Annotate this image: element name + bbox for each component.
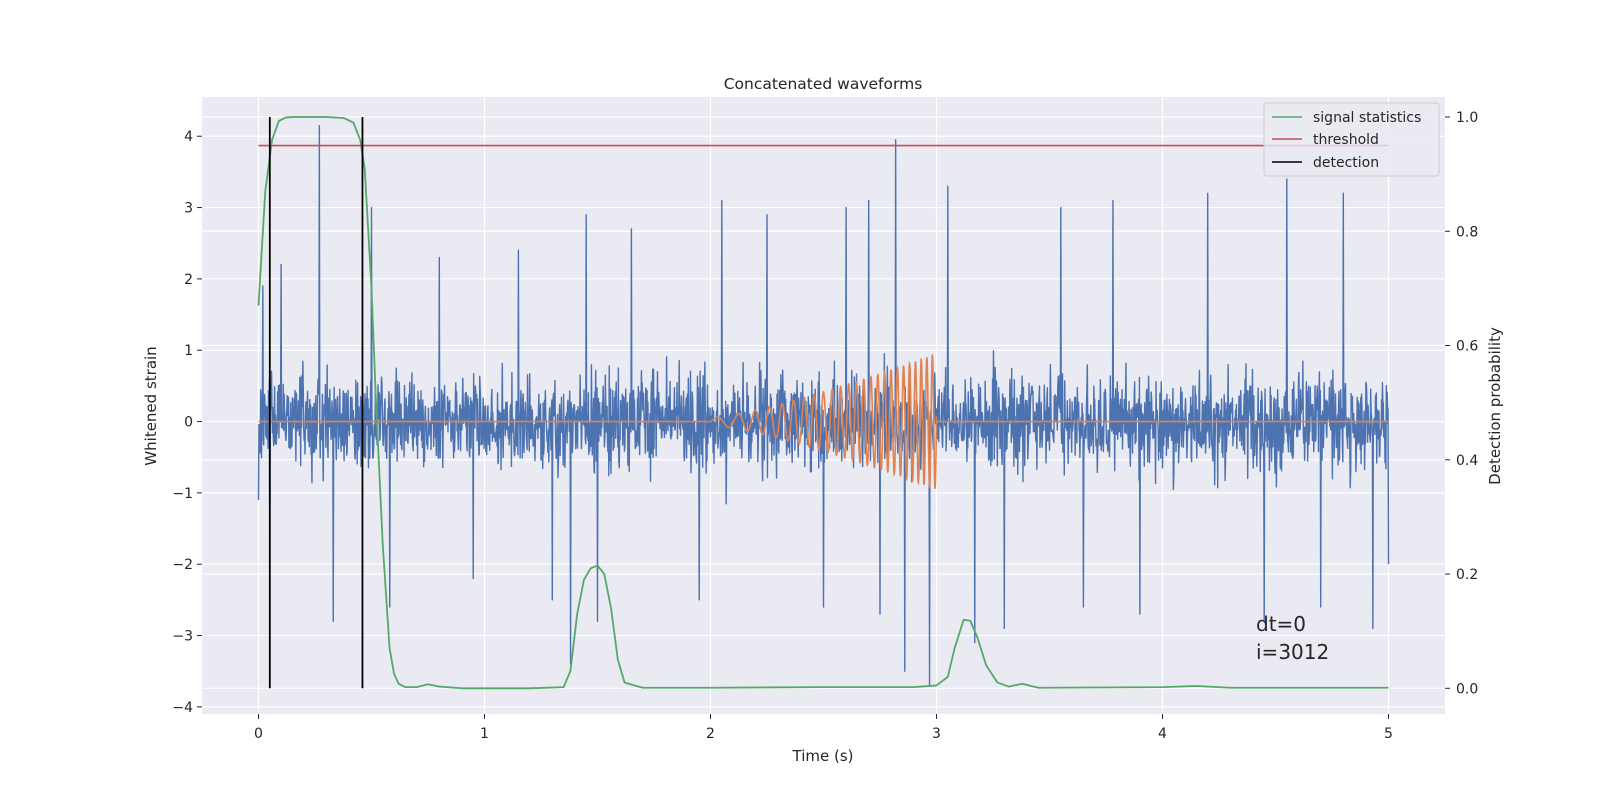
x-axis-label: Time (s): [792, 747, 854, 765]
y-tick-label: −1: [172, 486, 193, 502]
y-tick-label: 4: [184, 129, 193, 145]
plot-area: [257, 116, 1390, 690]
y2-tick-label: 0.6: [1456, 339, 1478, 355]
y2-tick-label: 0.0: [1456, 681, 1478, 697]
x-tick-label: 1: [480, 726, 489, 742]
y-tick-label: 1: [184, 343, 193, 359]
y-tick-label: 2: [184, 272, 193, 288]
x-tick-label: 4: [1158, 726, 1167, 742]
y-tick-label: 0: [184, 415, 193, 431]
y-tick-label: −2: [172, 557, 193, 573]
x-tick-label: 3: [932, 726, 941, 742]
axis-ticks: 0 1 2 3 4 5 −4 −3 −2 −1 0 1 2 3 4 0.0 0.2 0.4 0.6 0.8 1.0: [172, 110, 1478, 742]
y-axis-label: Whitened strain: [142, 346, 160, 465]
y2-tick-label: 0.8: [1456, 224, 1478, 240]
y2-tick-label: 0.4: [1456, 453, 1478, 469]
series-strain: [257, 124, 1390, 687]
annotation-dt: dt=0: [1256, 612, 1306, 636]
y-tick-label: 3: [184, 201, 193, 217]
x-tick-label: 2: [706, 726, 715, 742]
legend: signal statistics threshold detection: [1263, 102, 1440, 177]
legend-label-threshold: threshold: [1313, 132, 1379, 148]
y-tick-label: −3: [172, 629, 193, 645]
y2-tick-label: 0.2: [1456, 567, 1478, 583]
chart-title: Concatenated waveforms: [724, 75, 923, 93]
y2-axis-label: Detection probability: [1486, 327, 1504, 485]
legend-label-signal: signal statistics: [1313, 110, 1421, 126]
y-tick-label: −4: [172, 700, 193, 716]
series-signal-statistics: [257, 116, 1389, 690]
x-tick-label: 5: [1384, 726, 1393, 742]
y2-tick-label: 1.0: [1456, 110, 1478, 126]
series-template: [258, 353, 1389, 489]
legend-box: [1263, 102, 1440, 177]
annotation-index: i=3012: [1256, 640, 1329, 664]
x-tick-label: 0: [254, 726, 263, 742]
legend-label-detection: detection: [1313, 155, 1379, 171]
